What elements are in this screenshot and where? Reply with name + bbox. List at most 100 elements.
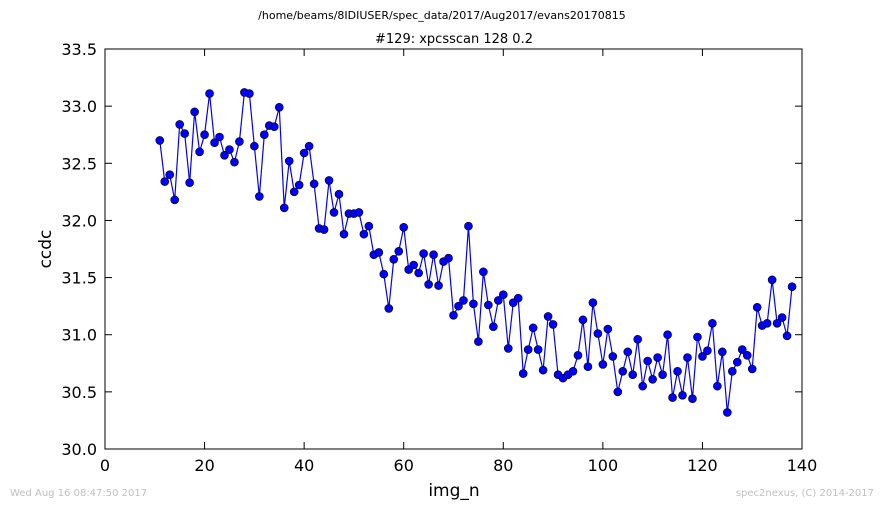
data-point xyxy=(498,290,508,300)
data-point xyxy=(284,156,294,166)
data-point xyxy=(613,387,623,397)
x-tick-label: 100 xyxy=(588,456,619,475)
plot-area xyxy=(104,48,803,450)
y-tick-label: 32.5 xyxy=(61,154,97,173)
data-point xyxy=(195,147,204,157)
data-point xyxy=(260,130,269,140)
data-point xyxy=(708,318,717,328)
data-point xyxy=(608,352,618,361)
data-point xyxy=(693,332,702,342)
data-point xyxy=(538,365,548,375)
data-point xyxy=(374,248,384,257)
data-point xyxy=(618,366,628,376)
y-tick-label: 33.5 xyxy=(61,40,97,59)
data-point xyxy=(379,269,389,279)
data-point xyxy=(394,246,404,256)
data-point xyxy=(633,334,643,344)
x-tick-label: 120 xyxy=(687,456,718,475)
data-point xyxy=(339,229,349,239)
x-tick-label: 40 xyxy=(294,456,314,475)
data-point xyxy=(449,310,458,320)
data-point xyxy=(289,187,299,197)
data-point xyxy=(180,129,189,138)
data-point xyxy=(663,330,672,340)
y-tick-label: 30.5 xyxy=(61,383,97,402)
data-point xyxy=(454,301,463,311)
data-point xyxy=(623,347,633,357)
data-point xyxy=(474,337,483,346)
data-point xyxy=(752,302,762,312)
x-axis-label: img_n xyxy=(428,481,479,501)
data-point xyxy=(155,136,165,145)
data-point xyxy=(723,408,732,417)
data-point xyxy=(503,344,513,353)
data-point xyxy=(399,222,409,232)
data-point xyxy=(160,177,170,186)
data-point xyxy=(444,253,453,263)
data-point xyxy=(299,148,309,158)
data-point xyxy=(543,312,553,321)
data-point xyxy=(205,89,214,98)
series-line xyxy=(159,91,793,413)
data-point xyxy=(718,347,727,357)
x-tick-label: 60 xyxy=(394,456,414,475)
data-point xyxy=(185,178,194,188)
data-point xyxy=(414,268,423,278)
data-point xyxy=(777,313,787,322)
data-point xyxy=(334,189,344,199)
data-point xyxy=(638,381,647,391)
data-point xyxy=(732,357,742,367)
data-point xyxy=(593,329,603,338)
data-point xyxy=(464,221,473,231)
data-point xyxy=(727,366,737,376)
data-point xyxy=(583,362,593,372)
x-tick-label: 20 xyxy=(194,456,214,475)
data-point xyxy=(683,353,692,362)
y-tick-label: 30.0 xyxy=(61,440,97,459)
data-point xyxy=(603,324,613,334)
data-point xyxy=(548,320,558,329)
axis-ticks xyxy=(104,48,803,450)
data-point xyxy=(429,250,438,260)
data-point xyxy=(484,300,493,310)
data-point xyxy=(354,208,364,217)
data-point xyxy=(220,150,229,160)
data-point xyxy=(279,203,289,213)
data-point xyxy=(190,107,199,117)
data-point xyxy=(489,322,498,332)
y-tick-labels: 30.0 30.5 31.0 31.5 32.0 32.5 33.0 33.5 xyxy=(61,40,97,459)
data-point xyxy=(389,254,399,264)
data-point xyxy=(578,315,588,325)
data-point xyxy=(294,180,304,190)
y-tick-label: 31.5 xyxy=(61,269,97,288)
x-tick-label: 140 xyxy=(787,456,818,475)
data-point xyxy=(737,345,747,354)
data-point xyxy=(225,145,234,154)
data-point xyxy=(170,195,179,205)
data-point xyxy=(274,102,284,112)
data-point xyxy=(528,323,538,333)
data-point xyxy=(479,267,488,277)
y-tick-label: 32.0 xyxy=(61,211,97,230)
data-point xyxy=(304,141,314,151)
data-point xyxy=(459,296,468,305)
data-point xyxy=(772,318,782,328)
data-point xyxy=(309,179,319,189)
data-point xyxy=(200,130,209,140)
series-markers xyxy=(155,88,797,417)
data-point xyxy=(762,318,772,328)
y-tick-label: 33.0 xyxy=(61,97,97,116)
x-tick-label: 80 xyxy=(493,456,513,475)
data-point xyxy=(434,281,443,290)
data-point xyxy=(469,299,478,309)
chart-title: #129: xpcsscan 128 0.2 xyxy=(375,32,533,47)
data-point xyxy=(688,394,697,404)
data-point xyxy=(255,192,264,201)
data-point xyxy=(250,141,259,151)
data-point xyxy=(598,360,608,369)
data-point xyxy=(384,304,394,313)
data-point xyxy=(653,353,662,362)
x-tick-label: 0 xyxy=(100,456,110,475)
data-point xyxy=(424,280,433,289)
